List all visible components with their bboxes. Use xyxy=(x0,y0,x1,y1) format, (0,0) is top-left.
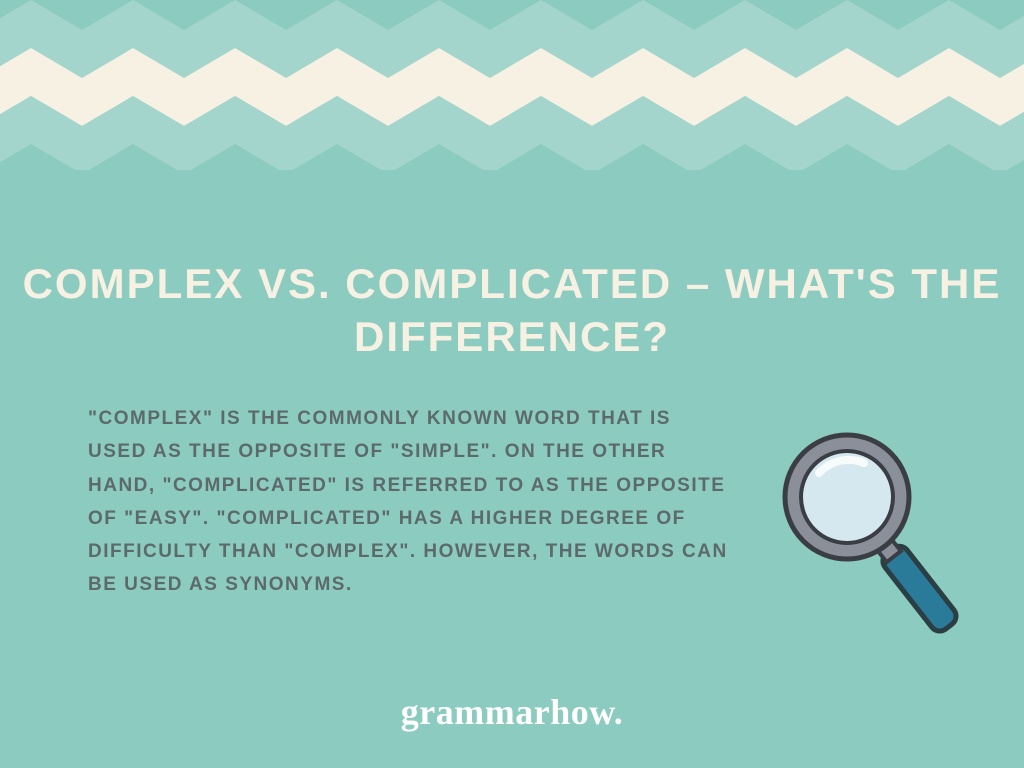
body-paragraph: "COMPLEX" IS THE COMMONLY KNOWN WORD THA… xyxy=(88,402,728,602)
footer-logo: grammarhow. xyxy=(0,691,1024,733)
zigzag-pattern xyxy=(0,0,1024,170)
zigzag-svg xyxy=(0,0,1024,170)
magnifier-icon xyxy=(769,425,969,645)
infographic-canvas: COMPLEX VS. COMPLICATED – WHAT'S THE DIF… xyxy=(0,0,1024,768)
main-title: COMPLEX VS. COMPLICATED – WHAT'S THE DIF… xyxy=(0,258,1024,363)
